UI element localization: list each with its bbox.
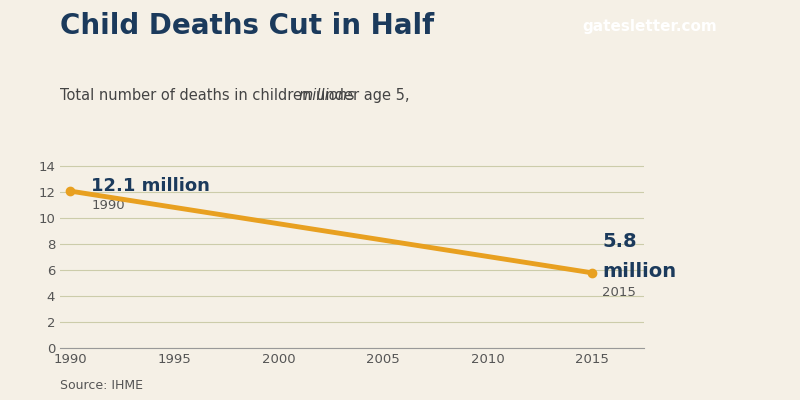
Text: gatesletter.com: gatesletter.com xyxy=(582,20,718,34)
Text: millions: millions xyxy=(298,88,354,103)
Text: million: million xyxy=(602,262,677,282)
Text: Child Deaths Cut in Half: Child Deaths Cut in Half xyxy=(60,12,434,40)
Text: 1990: 1990 xyxy=(91,199,125,212)
Text: 5.8: 5.8 xyxy=(602,232,637,251)
Text: 12.1 million: 12.1 million xyxy=(91,177,210,195)
Text: 2015: 2015 xyxy=(602,286,636,299)
Text: Total number of deaths in children under age 5,: Total number of deaths in children under… xyxy=(60,88,414,103)
Text: Source: IHME: Source: IHME xyxy=(60,379,143,392)
